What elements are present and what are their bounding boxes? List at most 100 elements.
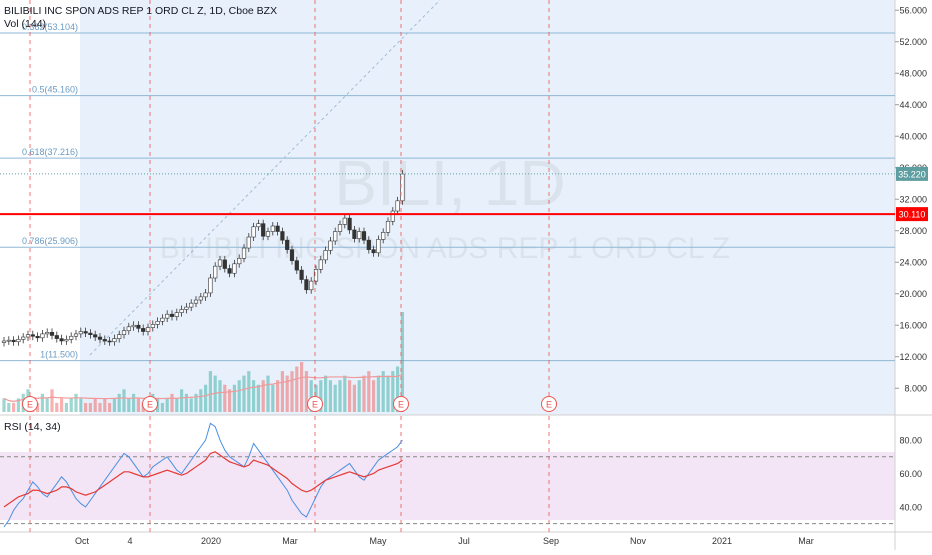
volume-legend: Vol (144) bbox=[4, 18, 46, 30]
rsi-axis: 80.00 60.00 40.00 bbox=[899, 436, 922, 513]
earnings-marker bbox=[307, 396, 323, 412]
price-axis-label: 8.000 bbox=[904, 384, 927, 394]
volume-bar bbox=[64, 402, 68, 412]
volume-bar bbox=[357, 380, 361, 412]
candle-body bbox=[193, 299, 199, 304]
volume-bar bbox=[204, 384, 208, 412]
horizontal-line-badge bbox=[896, 207, 928, 222]
candle-body bbox=[371, 249, 376, 254]
candle-body bbox=[40, 333, 45, 339]
volume-bar bbox=[175, 398, 179, 412]
candle-body bbox=[376, 239, 381, 254]
candle-body bbox=[11, 339, 16, 343]
earnings-marker bbox=[142, 396, 158, 412]
volume-bar bbox=[199, 389, 203, 412]
candle-body bbox=[347, 217, 352, 231]
volume-bar bbox=[7, 402, 11, 412]
time-axis-label: May bbox=[369, 536, 387, 546]
candle-body bbox=[222, 259, 227, 269]
time-axis[interactable]: Oct 4 2020 Mar May Jul Sep Nov 2021 Mar bbox=[75, 536, 814, 546]
candle-body bbox=[21, 336, 26, 340]
price-axis-label: 28.000 bbox=[899, 226, 927, 236]
candle-body bbox=[261, 223, 266, 237]
candle-body bbox=[256, 223, 261, 228]
volume-bar bbox=[189, 398, 193, 412]
time-axis-label: Mar bbox=[282, 536, 298, 546]
candle-body bbox=[25, 334, 31, 338]
volume-bar bbox=[319, 380, 323, 412]
candle-body bbox=[285, 239, 290, 250]
volume-bar bbox=[252, 380, 256, 412]
earnings-marker-label: E bbox=[546, 400, 552, 410]
earnings-marker bbox=[22, 396, 38, 412]
volume-bar bbox=[391, 371, 395, 412]
candle-body bbox=[136, 324, 141, 329]
candle-body bbox=[280, 231, 285, 241]
volume-bar bbox=[328, 380, 332, 412]
candle-body bbox=[323, 250, 328, 261]
earnings-marker bbox=[393, 396, 409, 412]
candle-body bbox=[121, 330, 127, 335]
rsi-indicator bbox=[0, 422, 895, 528]
rsi-axis-label: 80.00 bbox=[899, 436, 922, 446]
candle-body bbox=[49, 332, 55, 336]
volume-bar bbox=[232, 384, 236, 412]
volume-bar bbox=[16, 398, 20, 412]
candle-body bbox=[198, 296, 203, 301]
volume-bar bbox=[69, 398, 73, 412]
candle-body bbox=[390, 210, 395, 222]
rsi-slow-line bbox=[3, 451, 403, 508]
price-axis-label: 56.000 bbox=[899, 6, 927, 16]
candle-body bbox=[6, 339, 11, 342]
volume-bar bbox=[256, 384, 260, 412]
candle-body bbox=[381, 232, 386, 240]
volume-bar bbox=[333, 384, 337, 412]
volume-bar bbox=[276, 380, 280, 412]
candle-body bbox=[227, 268, 232, 274]
candle-body bbox=[361, 231, 367, 241]
volume-bar bbox=[60, 398, 64, 412]
candle-body bbox=[342, 217, 347, 225]
volume-bar bbox=[88, 402, 92, 412]
fib-level-label: 0.786(25.906) bbox=[22, 236, 78, 246]
earnings-marker-label: E bbox=[312, 400, 318, 410]
volume-bar bbox=[208, 371, 212, 412]
price-axis[interactable]: 56.00052.00048.00044.00040.00036.00032.0… bbox=[895, 6, 927, 394]
candle-body bbox=[333, 231, 338, 242]
volume-bar bbox=[117, 393, 121, 412]
volume-bar bbox=[309, 380, 313, 412]
volume-bar bbox=[280, 371, 284, 412]
volume-bar bbox=[84, 402, 88, 412]
volume-bar bbox=[45, 398, 49, 412]
volume-bar bbox=[218, 380, 222, 412]
volume-bar bbox=[74, 393, 78, 412]
volume-bar bbox=[103, 398, 107, 412]
price-axis-label: 44.000 bbox=[899, 100, 927, 110]
volume-bar bbox=[223, 384, 227, 412]
candle-body bbox=[126, 326, 131, 332]
fibonacci-levels[interactable]: 0.382(53.104) 0.5(45.160) 0.618(37.216) 0.7… bbox=[0, 22, 895, 362]
volume-bar bbox=[55, 402, 59, 412]
candle-body bbox=[169, 313, 175, 317]
candle-body bbox=[97, 336, 103, 340]
candle-body bbox=[59, 338, 64, 342]
volume-bar bbox=[160, 402, 164, 412]
candle-body bbox=[189, 302, 194, 308]
candle-body bbox=[304, 279, 309, 291]
candle-body bbox=[54, 335, 59, 339]
volume-bar bbox=[386, 375, 390, 412]
volume-bar bbox=[180, 389, 184, 412]
candle-body bbox=[174, 312, 179, 317]
candle-body bbox=[179, 309, 184, 313]
candle-body bbox=[309, 280, 314, 291]
price-axis-label: 32.000 bbox=[899, 195, 927, 205]
volume-bar bbox=[285, 375, 289, 412]
candle-body bbox=[184, 306, 189, 310]
volume-bar bbox=[367, 371, 371, 412]
rsi-axis-label: 60.00 bbox=[899, 469, 922, 479]
horizontal-line-value: 30.110 bbox=[899, 210, 926, 220]
last-price-value: 35.220 bbox=[898, 169, 926, 179]
